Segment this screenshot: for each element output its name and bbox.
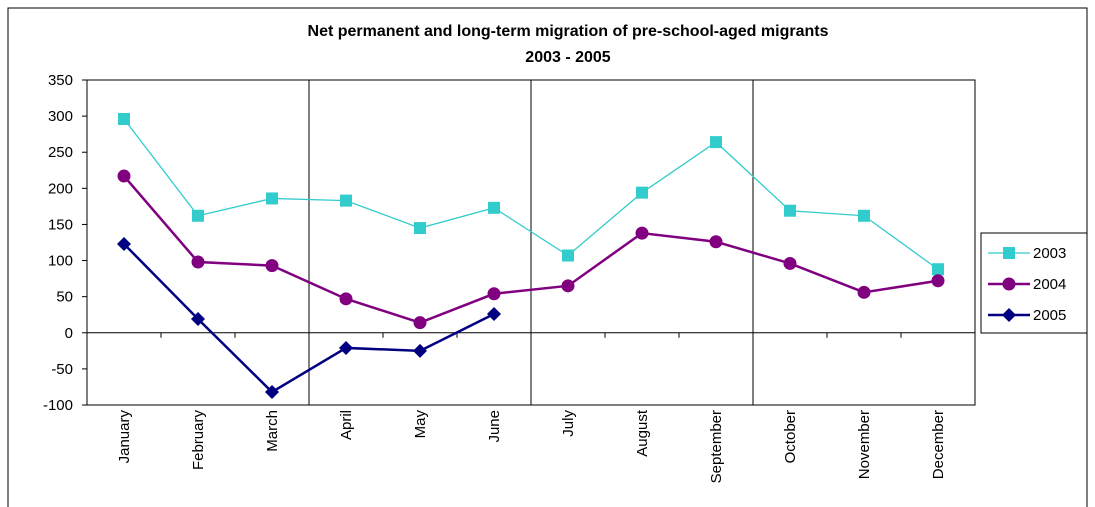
legend-label: 2005 [1033,307,1066,324]
data-point [487,307,501,321]
legend-label: 2004 [1033,276,1066,293]
data-point [339,340,353,355]
data-point [414,222,426,235]
x-tick-label: July [560,410,577,437]
x-tick-label: December [930,410,947,479]
x-tick-label: April [338,410,355,440]
data-point [709,235,723,249]
chart-subtitle: 2003 - 2005 [525,49,611,66]
data-point [487,287,501,301]
data-point [265,259,279,273]
data-point [784,204,796,217]
data-point [340,194,352,207]
y-tick-label: -100 [43,397,73,414]
legend-marker [1003,247,1015,259]
x-tick-label: January [116,410,133,464]
data-point [266,192,278,205]
x-tick-label: June [486,410,503,443]
y-tick-label: 350 [48,72,73,89]
y-tick-label: -50 [51,361,73,378]
data-point [191,312,205,327]
data-point [636,186,648,199]
series-line [123,175,939,324]
x-tick-label: October [782,410,799,463]
data-point [117,236,131,251]
data-point [710,136,722,149]
legend-label: 2003 [1033,245,1066,262]
y-tick-label: 300 [48,108,73,125]
data-point [562,249,574,262]
data-point [488,201,500,214]
data-point [413,316,427,330]
data-point [635,226,649,240]
y-tick-label: 200 [48,180,73,197]
data-point [339,292,353,306]
legend-marker [1002,277,1016,291]
data-point [931,274,945,288]
data-point [191,255,205,269]
y-tick-label: 150 [48,216,73,233]
data-point [117,169,131,183]
y-tick-label: 250 [48,144,73,161]
x-tick-label: August [634,409,651,457]
series-line [123,243,495,394]
data-point [413,343,427,358]
data-point [857,285,871,299]
chart-frame [7,7,1088,507]
data-point [858,209,870,222]
data-point [783,256,797,270]
x-tick-label: February [190,410,207,471]
x-tick-label: March [264,410,281,452]
y-tick-label: 0 [65,325,73,342]
chart-title: Net permanent and long-term migration of… [308,23,829,40]
data-point [265,385,279,399]
x-tick-label: May [412,410,429,439]
legend-marker [1002,308,1016,322]
series-line [123,118,939,270]
data-point [561,279,575,293]
data-point [932,263,944,276]
x-tick-label: September [708,410,725,483]
y-tick-label: 100 [48,253,73,270]
data-point [118,113,130,125]
data-point [192,209,204,222]
y-tick-label: 50 [56,289,73,306]
x-tick-label: November [856,410,873,479]
